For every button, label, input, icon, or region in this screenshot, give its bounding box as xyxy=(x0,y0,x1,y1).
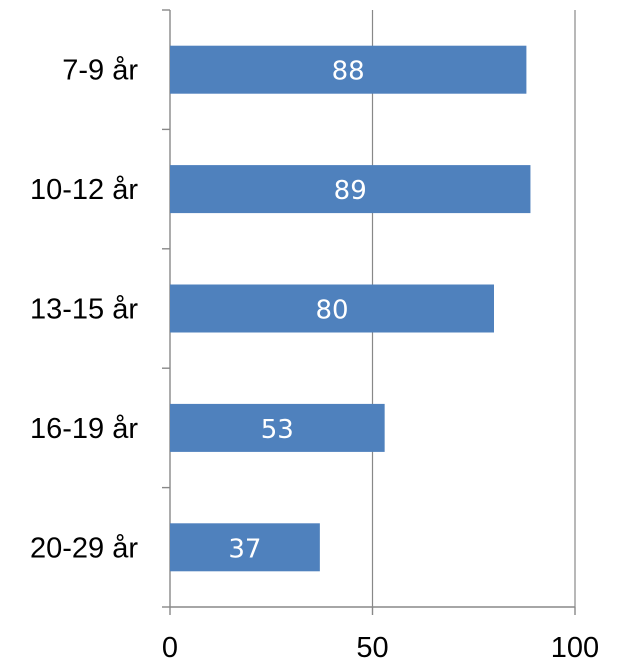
data-label: 80 xyxy=(315,296,348,326)
category-label: 16-19 år xyxy=(30,413,138,445)
category-label: 20-29 år xyxy=(30,532,138,564)
bar xyxy=(170,45,527,94)
bar xyxy=(170,523,320,572)
category-label: 13-15 år xyxy=(30,294,138,326)
data-label: 53 xyxy=(261,415,294,445)
data-label: 37 xyxy=(228,534,261,564)
data-label: 88 xyxy=(332,57,365,87)
data-label: 89 xyxy=(334,176,367,206)
labels: 0 50 100 7-9 år 88 10-12 år 89 13-15 år 80 16-19 … xyxy=(30,55,599,664)
bar xyxy=(170,165,531,214)
bar xyxy=(170,403,385,452)
bars xyxy=(170,45,531,572)
x-tick-label: 0 xyxy=(162,632,178,664)
x-tick-label: 100 xyxy=(551,632,599,664)
category-label: 7-9 år xyxy=(62,55,138,87)
category-label: 10-12 år xyxy=(30,174,138,206)
x-tick-label: 50 xyxy=(356,632,388,664)
bar xyxy=(170,284,494,333)
